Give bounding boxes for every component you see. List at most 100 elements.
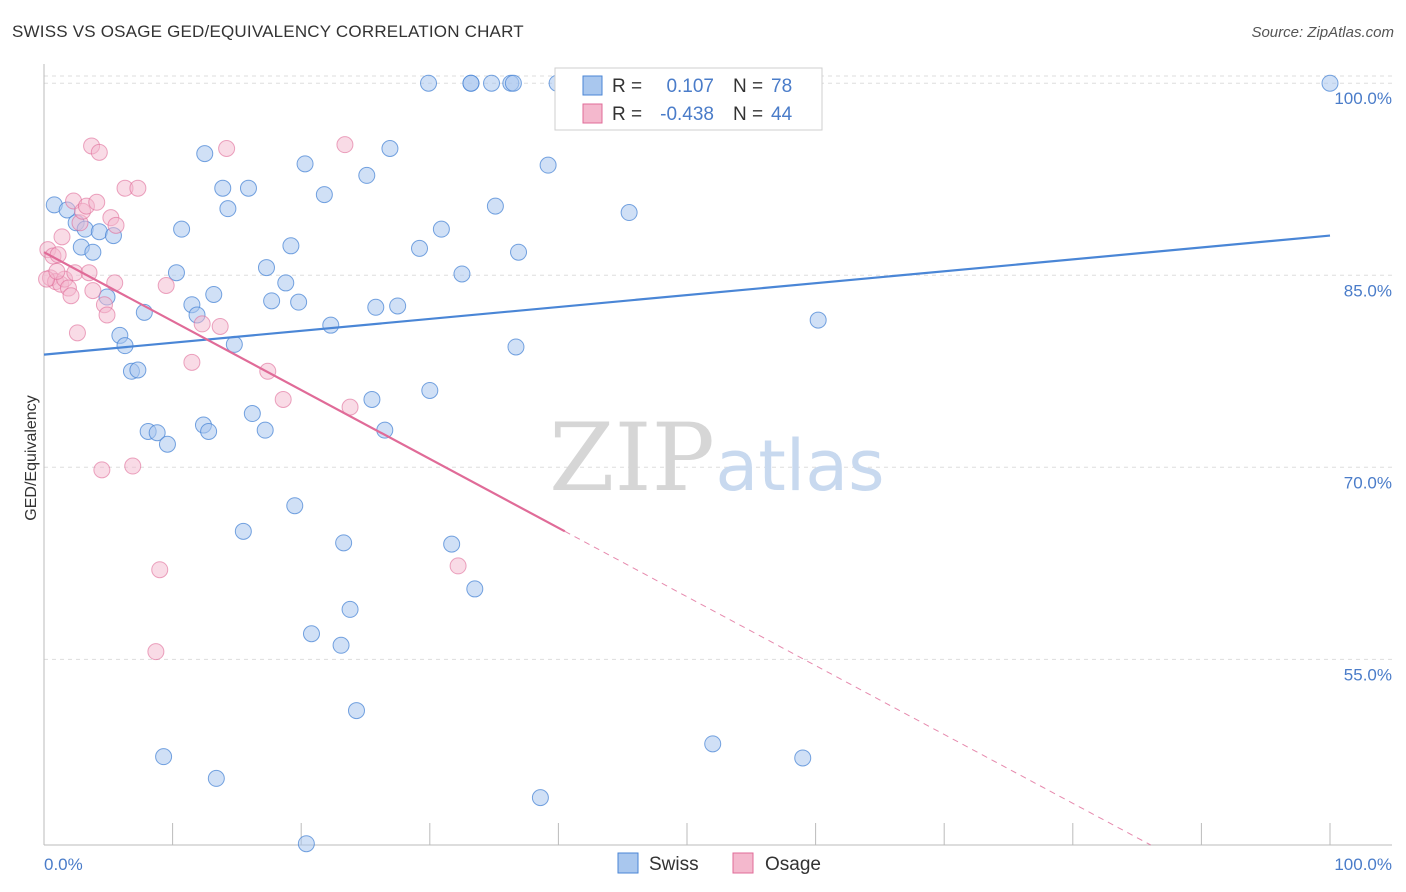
- swiss-point: [322, 316, 340, 334]
- watermark-atlas: atlas: [715, 425, 884, 507]
- swiss-point: [282, 237, 300, 255]
- bottom-legend-swatch-swiss: [617, 852, 639, 874]
- swiss-point: [297, 835, 315, 853]
- swiss-point: [148, 424, 166, 442]
- swiss-point: [167, 264, 185, 282]
- swiss-point: [504, 74, 522, 92]
- chart-title: SWISS VS OSAGE GED/EQUIVALENCY CORRELATI…: [12, 22, 524, 41]
- osage-point: [48, 262, 66, 280]
- osage-trend-line: [43, 251, 566, 533]
- swiss-point: [381, 140, 399, 158]
- swiss-point: [704, 735, 722, 753]
- y-tick-labels: 55.0% 70.0% 85.0% 100.0%: [1334, 89, 1392, 684]
- swiss-point: [367, 298, 385, 316]
- legend-r-value-osage: -0.438: [660, 104, 714, 125]
- swiss-point: [420, 74, 438, 92]
- legend-r-value-swiss: 0.107: [666, 76, 714, 97]
- swiss-point: [155, 748, 173, 766]
- osage-point: [218, 140, 236, 158]
- swiss-point: [462, 74, 480, 92]
- swiss-point: [466, 580, 484, 598]
- swiss-point: [158, 435, 176, 453]
- x-tick-label: 100.0%: [1334, 855, 1392, 874]
- watermark: ZIP atlas: [549, 404, 884, 513]
- x-tick-label: 0.0%: [44, 855, 83, 874]
- swiss-point: [90, 223, 108, 241]
- y-tick-label: 70.0%: [1344, 473, 1392, 492]
- x-tick-labels: 0.0% 100.0%: [44, 855, 1392, 874]
- swiss-points: [45, 74, 1339, 853]
- swiss-point: [539, 156, 557, 174]
- trend-lines: [43, 234, 1331, 846]
- osage-point: [336, 136, 354, 154]
- osage-point: [157, 276, 175, 294]
- y-axis-label: GED/Equivalency: [23, 395, 40, 520]
- legend-n-value-swiss: 78: [771, 76, 792, 97]
- swiss-point: [196, 145, 214, 163]
- legend-box: R = 0.107 N = 78 R = -0.438 N = 44: [554, 67, 823, 131]
- swiss-point: [507, 338, 525, 356]
- bottom-legend-swiss: Swiss: [649, 854, 699, 875]
- swiss-point: [239, 179, 257, 197]
- osage-point: [124, 457, 142, 475]
- osage-point: [84, 282, 102, 300]
- swiss-point: [296, 155, 314, 173]
- legend-n-label-swiss: N =: [733, 76, 763, 97]
- swiss-point: [453, 265, 471, 283]
- bottom-legend-osage: Osage: [765, 854, 821, 875]
- y-tick-label: 100.0%: [1334, 89, 1392, 108]
- legend-n-label-osage: N =: [733, 104, 763, 125]
- swiss-point: [486, 197, 504, 215]
- swiss-point: [411, 239, 429, 257]
- swiss-point: [243, 405, 261, 423]
- osage-point: [274, 390, 292, 408]
- osage-point: [88, 193, 106, 211]
- osage-trend-extension: [564, 530, 1151, 846]
- swiss-point: [1321, 74, 1339, 92]
- swiss-point: [173, 220, 191, 238]
- swiss-point: [341, 600, 359, 618]
- swiss-point: [432, 220, 450, 238]
- swiss-point: [443, 535, 461, 553]
- osage-points: [38, 136, 467, 661]
- osage-point: [107, 216, 125, 234]
- swiss-point: [809, 311, 827, 329]
- swiss-point: [286, 497, 304, 515]
- swiss-point: [84, 243, 102, 261]
- legend-r-label-swiss: R =: [612, 76, 642, 97]
- swiss-point: [483, 74, 501, 92]
- osage-point: [449, 557, 467, 575]
- swiss-point: [277, 274, 295, 292]
- swiss-point: [363, 390, 381, 408]
- swiss-point: [257, 259, 275, 277]
- osage-point: [53, 228, 71, 246]
- grid-lines: [44, 75, 1392, 660]
- swiss-point: [234, 522, 252, 540]
- swiss-point: [794, 749, 812, 767]
- swiss-point: [620, 204, 638, 222]
- legend-r-label-osage: R =: [612, 104, 642, 125]
- swiss-point: [256, 421, 274, 439]
- swiss-point: [510, 243, 528, 261]
- swiss-point: [332, 636, 350, 654]
- swiss-point: [207, 769, 225, 787]
- osage-point: [68, 324, 86, 342]
- osage-point: [90, 143, 108, 161]
- swiss-point: [531, 789, 549, 807]
- axes: [43, 64, 1392, 846]
- swiss-point: [290, 293, 308, 311]
- swiss-trend-line: [43, 234, 1331, 356]
- swiss-point: [421, 381, 439, 399]
- swiss-point: [358, 166, 376, 184]
- osage-point: [62, 287, 80, 305]
- swiss-point: [263, 292, 281, 310]
- osage-point: [151, 561, 169, 579]
- swiss-point: [347, 702, 365, 720]
- osage-point: [147, 643, 165, 661]
- legend-swatch-osage: [582, 103, 603, 124]
- osage-point: [183, 353, 201, 371]
- osage-point: [106, 274, 124, 292]
- legend-n-value-osage: 44: [771, 104, 793, 125]
- swiss-point: [315, 186, 333, 204]
